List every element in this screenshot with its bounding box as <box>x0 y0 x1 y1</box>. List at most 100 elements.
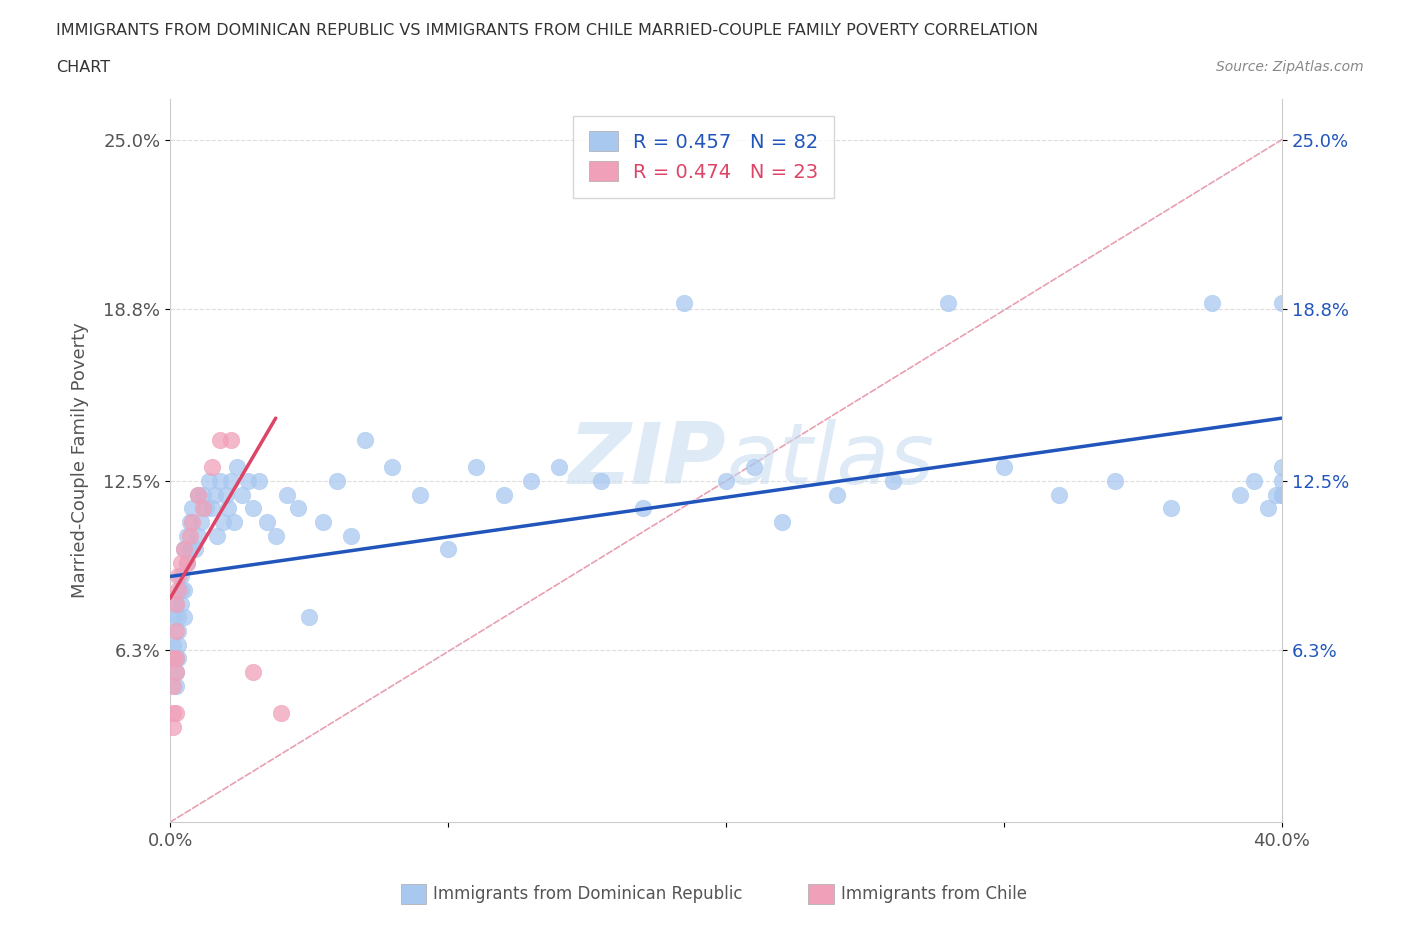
Point <box>173 542 195 557</box>
Point <box>165 651 187 666</box>
Point <box>173 542 195 557</box>
Point <box>190 514 212 529</box>
Point <box>256 514 278 529</box>
Point <box>714 473 737 488</box>
Point <box>179 542 201 557</box>
Point <box>298 610 321 625</box>
Point <box>326 473 349 488</box>
Point <box>825 487 848 502</box>
Point <box>1160 500 1182 515</box>
Point <box>165 624 187 639</box>
Point <box>520 473 543 488</box>
Point <box>181 514 204 529</box>
Text: IMMIGRANTS FROM DOMINICAN REPUBLIC VS IMMIGRANTS FROM CHILE MARRIED-COUPLE FAMIL: IMMIGRANTS FROM DOMINICAN REPUBLIC VS IM… <box>56 23 1039 38</box>
Point <box>222 514 245 529</box>
Y-axis label: Married-Couple Family Poverty: Married-Couple Family Poverty <box>72 323 89 598</box>
Point <box>247 473 270 488</box>
Point <box>187 487 209 502</box>
Text: Source: ZipAtlas.com: Source: ZipAtlas.com <box>1216 60 1364 74</box>
Point <box>167 651 190 666</box>
Point <box>162 637 184 652</box>
Point <box>770 514 793 529</box>
Point <box>184 542 207 557</box>
Point <box>217 500 239 515</box>
Point <box>381 459 404 474</box>
Point <box>179 514 201 529</box>
Point <box>209 432 232 447</box>
Point <box>162 678 184 693</box>
Point <box>204 487 226 502</box>
Point <box>1229 487 1251 502</box>
Point <box>437 542 460 557</box>
Point <box>162 719 184 734</box>
Point <box>176 555 198 570</box>
Point <box>173 610 195 625</box>
Point <box>1271 473 1294 488</box>
Point <box>1271 296 1294 311</box>
Point <box>993 459 1015 474</box>
Point <box>209 473 232 488</box>
Point <box>631 500 654 515</box>
Text: atlas: atlas <box>725 418 934 502</box>
Point <box>1271 459 1294 474</box>
Point <box>219 473 242 488</box>
Point <box>165 596 187 611</box>
Point <box>1104 473 1126 488</box>
Point <box>339 528 361 543</box>
Point <box>742 459 765 474</box>
Point <box>179 528 201 543</box>
Point <box>167 637 190 652</box>
Point <box>165 678 187 693</box>
Point <box>167 624 190 639</box>
Point <box>1201 296 1223 311</box>
Point <box>173 583 195 598</box>
Point <box>170 569 193 584</box>
Point <box>167 569 190 584</box>
Point <box>312 514 335 529</box>
Point <box>176 555 198 570</box>
Point <box>181 500 204 515</box>
Point <box>201 459 224 474</box>
Point <box>589 473 612 488</box>
Point <box>165 665 187 680</box>
Point <box>1265 487 1288 502</box>
Point <box>1257 500 1279 515</box>
Point <box>170 596 193 611</box>
Point <box>236 473 259 488</box>
Point <box>162 651 184 666</box>
Text: Immigrants from Dominican Republic: Immigrants from Dominican Republic <box>433 884 742 903</box>
Point <box>187 487 209 502</box>
Point <box>219 432 242 447</box>
Point <box>1049 487 1071 502</box>
Point <box>162 706 184 721</box>
Point <box>936 296 959 311</box>
Point <box>353 432 375 447</box>
Point <box>162 651 184 666</box>
Point <box>167 583 190 598</box>
Text: CHART: CHART <box>56 60 110 75</box>
Point <box>231 487 253 502</box>
Point <box>165 665 187 680</box>
Point <box>165 706 187 721</box>
Point <box>212 514 235 529</box>
Point <box>270 706 292 721</box>
Point <box>1243 473 1265 488</box>
Point <box>1271 487 1294 502</box>
Point <box>225 459 247 474</box>
Point <box>195 500 218 515</box>
Point <box>276 487 298 502</box>
Point <box>882 473 904 488</box>
Point <box>242 500 264 515</box>
Point <box>193 500 215 515</box>
Point <box>170 583 193 598</box>
Point <box>198 473 221 488</box>
Point <box>1271 487 1294 502</box>
Point <box>548 459 571 474</box>
Point <box>409 487 432 502</box>
Point <box>176 528 198 543</box>
Point <box>170 555 193 570</box>
Point <box>193 487 215 502</box>
Point <box>264 528 287 543</box>
Point <box>215 487 238 502</box>
Point <box>187 528 209 543</box>
